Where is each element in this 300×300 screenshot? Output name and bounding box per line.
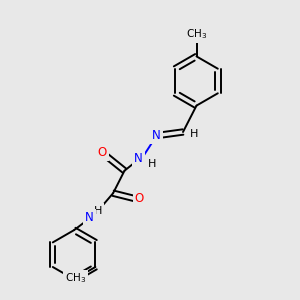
Text: H: H: [94, 206, 102, 216]
Text: H: H: [190, 129, 199, 140]
Text: N: N: [152, 128, 160, 142]
Text: H: H: [148, 158, 157, 169]
Text: N: N: [134, 152, 143, 165]
Text: CH$_3$: CH$_3$: [186, 27, 207, 41]
Text: O: O: [135, 192, 144, 205]
Text: O: O: [98, 146, 107, 159]
Text: N: N: [85, 211, 94, 224]
Text: CH$_3$: CH$_3$: [65, 272, 86, 286]
